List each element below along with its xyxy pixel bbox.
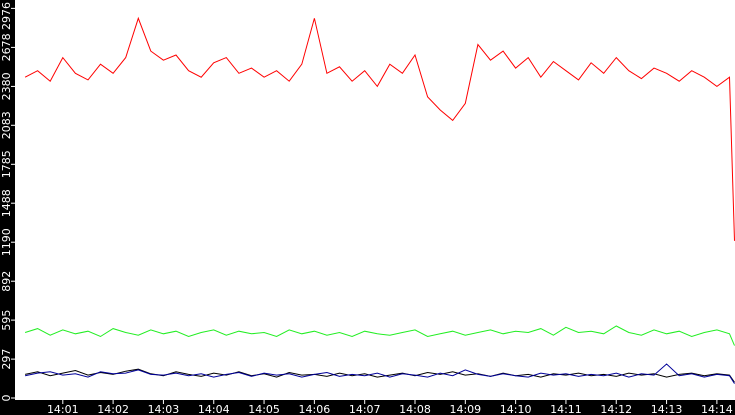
y-tick-label: 2083	[0, 111, 13, 139]
x-tick-label: 14:01	[47, 403, 79, 415]
x-tick-label: 14:05	[248, 403, 280, 415]
x-tick-label: 14:13	[651, 403, 683, 415]
x-tick-label: 14:03	[148, 403, 180, 415]
y-tick-label: 1488	[0, 189, 13, 217]
x-tick-label: 14:11	[550, 403, 582, 415]
series-line	[24, 363, 735, 384]
y-tick-label: 595	[0, 310, 13, 331]
x-tick-label: 14:14	[701, 403, 733, 415]
y-tick-label: 2976	[0, 2, 13, 30]
y-tick-label: 0	[0, 395, 13, 402]
x-tick-label: 14:04	[198, 403, 230, 415]
y-tick-label: 2678	[0, 33, 13, 61]
x-tick-label: 14:12	[600, 403, 632, 415]
x-tick-label: 14:07	[349, 403, 381, 415]
y-tick-label: 1190	[0, 228, 13, 256]
y-tick-label: 297	[0, 349, 13, 370]
x-tick-label: 14:10	[500, 403, 532, 415]
x-tick-label: 14:09	[449, 403, 481, 415]
series-line	[24, 16, 735, 241]
series-line	[24, 325, 735, 346]
x-tick-label: 14:08	[399, 403, 431, 415]
x-tick-label: 14:02	[97, 403, 129, 415]
y-tick-label: 1785	[0, 150, 13, 178]
x-tick-label: 14:06	[299, 403, 331, 415]
y-tick-label: 2380	[0, 72, 13, 100]
y-tick-label: 892	[0, 271, 13, 292]
plot-area	[15, 0, 735, 400]
